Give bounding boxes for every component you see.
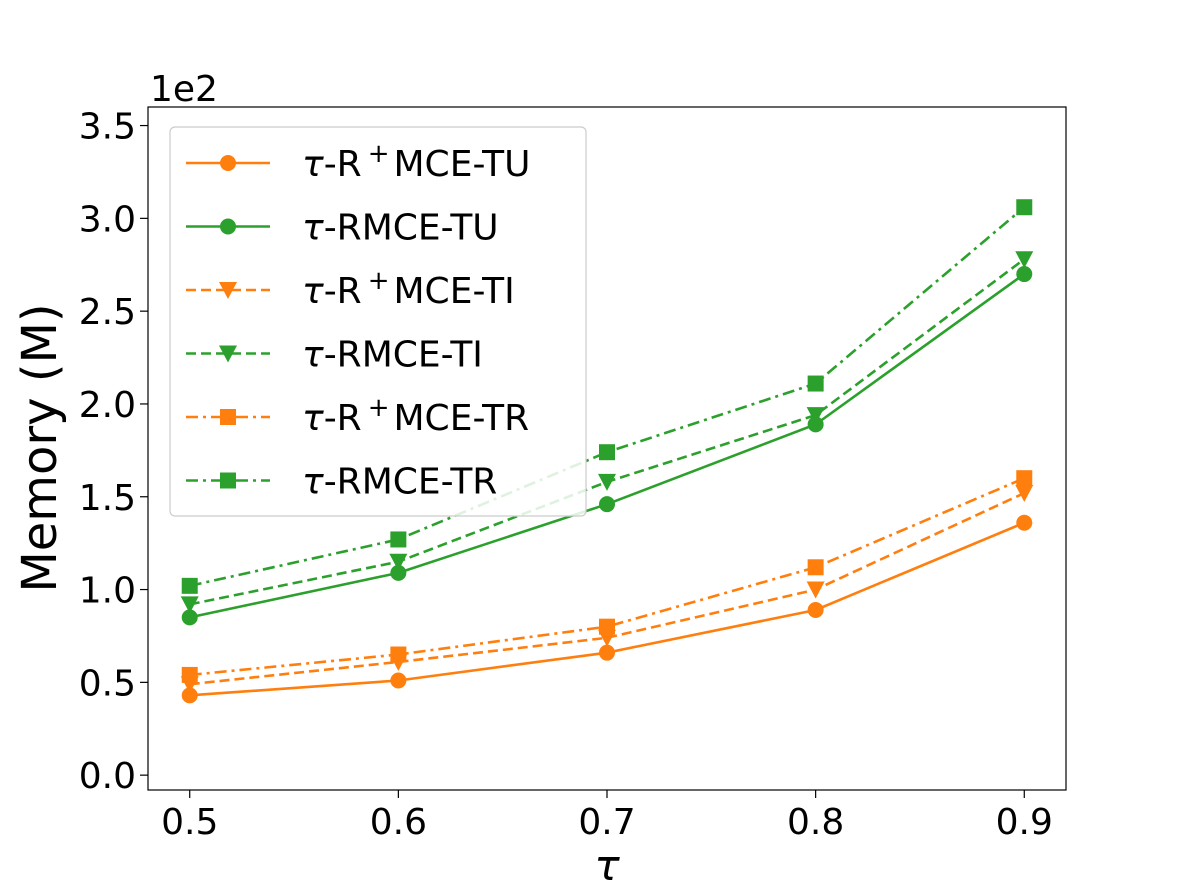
data-point — [1016, 470, 1033, 487]
data-point — [598, 473, 616, 491]
data-point — [389, 553, 408, 571]
data-point — [599, 444, 615, 461]
y-tick-label: 2.5 — [79, 292, 136, 333]
legend-label: τ-R + MCE-TI — [302, 266, 515, 312]
y-axis-title: Memory (M) — [12, 303, 68, 592]
data-point — [390, 672, 407, 689]
legend-box — [169, 126, 587, 517]
data-point — [390, 531, 407, 548]
data-point — [806, 407, 825, 425]
series-0 — [181, 514, 1033, 704]
legend-entry: τ-R + MCE-TR — [186, 393, 529, 439]
legend-marker — [220, 155, 236, 171]
legend-label: τ-R + MCE-TU — [302, 139, 530, 185]
y-tick-label: 3.5 — [79, 107, 136, 148]
x-tick-label: 0.8 — [787, 802, 844, 843]
plot-series — [180, 199, 1034, 704]
y-tick-label: 2.0 — [79, 385, 136, 426]
data-point — [1016, 199, 1033, 216]
y-tick-label: 3.0 — [79, 199, 136, 240]
data-point — [807, 601, 824, 618]
series-5 — [181, 199, 1033, 594]
legend-marker — [220, 409, 236, 425]
legend: τ-R + MCE-TU τ-RMCE-TU τ-R + MCE-TI τ-RMCE-TI τ-… — [169, 126, 587, 517]
x-tick-label: 0.9 — [996, 802, 1053, 843]
series-line — [189, 491, 1025, 686]
legend-entry: τ-RMCE-TU — [186, 208, 499, 249]
legend-label: τ-R + MCE-TR — [302, 393, 529, 439]
data-point — [390, 564, 407, 581]
data-point — [1015, 251, 1034, 269]
data-point — [807, 559, 824, 576]
legend-entry: τ-RMCE-TI — [186, 335, 483, 376]
y-offset-label: 1e2 — [150, 69, 218, 110]
legend-marker — [220, 472, 236, 489]
data-point — [1016, 514, 1033, 531]
y-tick-label: 0.5 — [79, 663, 136, 704]
legend-entry: τ-RMCE-TR — [186, 462, 497, 503]
legend-label: τ-RMCE-TI — [302, 335, 483, 376]
x-tick-label: 0.6 — [370, 802, 427, 843]
data-point — [599, 496, 615, 513]
legend-label: τ-RMCE-TU — [302, 208, 499, 249]
y-tick-label: 1.0 — [79, 571, 136, 612]
y-tick-label: 1.5 — [79, 478, 136, 519]
data-point — [806, 581, 825, 599]
data-point — [807, 375, 824, 392]
data-point — [181, 577, 198, 594]
legend-marker — [220, 218, 236, 235]
data-point — [807, 416, 824, 433]
data-point — [1015, 485, 1034, 503]
data-point — [390, 646, 407, 663]
x-tick-label: 0.5 — [161, 802, 218, 843]
data-point — [1016, 266, 1033, 283]
data-point — [180, 596, 199, 614]
data-point — [599, 644, 615, 661]
series-1 — [181, 266, 1033, 626]
data-point — [599, 618, 615, 635]
legend-entry: τ-R + MCE-TU — [186, 139, 530, 185]
legend-entry: τ-R + MCE-TI — [186, 266, 515, 312]
legend-marker — [219, 282, 237, 299]
series-4 — [181, 470, 1033, 683]
y-tick-label: 0.0 — [79, 756, 136, 797]
x-axis-title: τ — [594, 841, 620, 888]
y-axis: 0.0 0.5 1.0 1.5 2.0 2.5 3.0 3.5 — [79, 107, 148, 797]
legend-label: τ-RMCE-TR — [302, 462, 497, 503]
x-axis: 0.5 0.6 0.7 0.8 0.9 — [161, 790, 1053, 843]
data-point — [181, 687, 198, 704]
series-line — [189, 206, 1026, 588]
data-point — [181, 666, 198, 683]
data-point — [181, 609, 198, 626]
series-3 — [180, 251, 1034, 614]
legend-marker — [219, 345, 237, 363]
x-tick-label: 0.7 — [578, 802, 635, 843]
